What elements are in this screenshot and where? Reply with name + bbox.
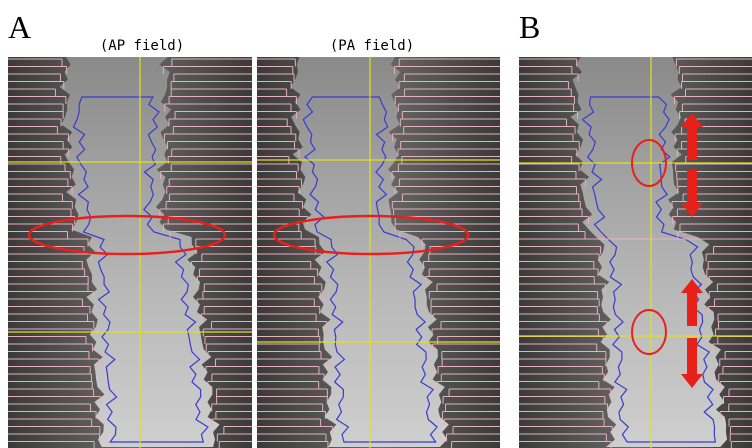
panel-label: A [8, 9, 31, 45]
caption: (AP field) [100, 38, 184, 54]
figure: A (AP field) (PA field) B [0, 0, 752, 448]
image-panel [257, 57, 500, 448]
panel-label: B [519, 9, 540, 45]
image-panel [519, 57, 752, 448]
caption: (PA field) [330, 38, 414, 54]
image-panel [8, 57, 252, 448]
